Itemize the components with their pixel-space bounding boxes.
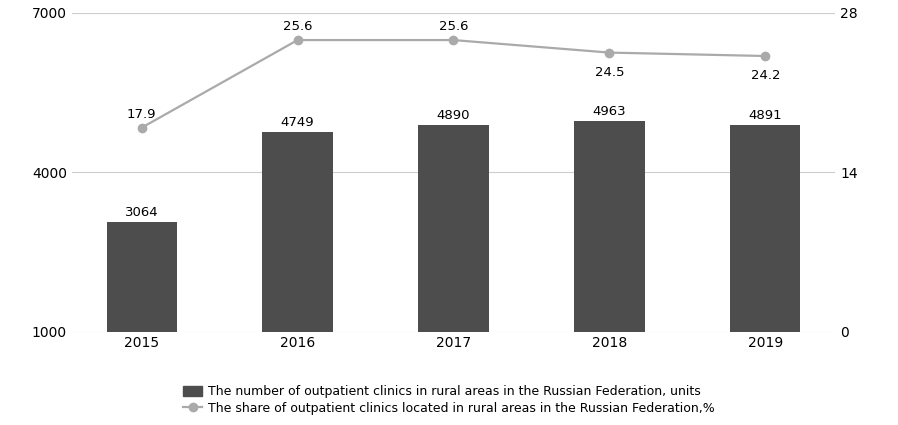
Legend: The number of outpatient clinics in rural areas in the Russian Federation, units: The number of outpatient clinics in rura… xyxy=(180,382,718,419)
Text: 24.2: 24.2 xyxy=(751,69,780,82)
Text: 4963: 4963 xyxy=(593,105,626,118)
Text: 4891: 4891 xyxy=(749,109,782,122)
Text: 4890: 4890 xyxy=(436,109,471,122)
Text: 17.9: 17.9 xyxy=(127,108,156,121)
Text: 25.6: 25.6 xyxy=(283,20,313,33)
Bar xyxy=(262,132,332,332)
Text: 4749: 4749 xyxy=(281,116,314,130)
Bar xyxy=(107,222,177,332)
Text: 25.6: 25.6 xyxy=(439,20,468,33)
Bar xyxy=(730,125,800,332)
Bar xyxy=(418,125,489,332)
Text: 3064: 3064 xyxy=(125,206,158,219)
Text: 24.5: 24.5 xyxy=(594,66,624,79)
Bar xyxy=(575,121,645,332)
